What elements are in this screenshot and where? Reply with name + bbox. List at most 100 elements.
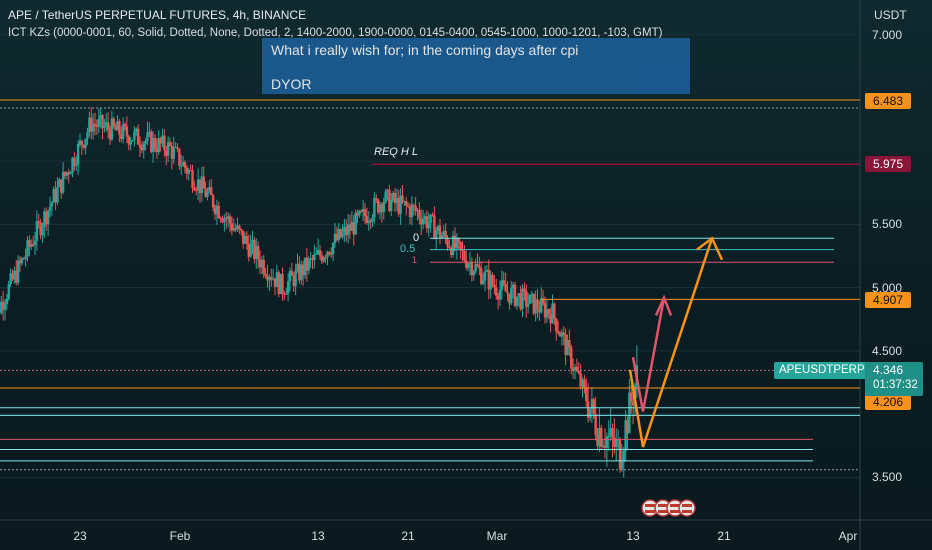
fib-05-label: 0.5 bbox=[400, 243, 416, 255]
candle-body bbox=[538, 309, 541, 313]
candle-body bbox=[288, 270, 292, 282]
candle-body bbox=[294, 270, 297, 287]
text-note-box[interactable]: What i really wish for; in the coming da… bbox=[262, 38, 690, 94]
candle-body bbox=[63, 171, 67, 176]
us-event-flag-stripe bbox=[682, 504, 692, 507]
candle-body bbox=[80, 140, 84, 146]
candle-body bbox=[339, 229, 342, 238]
candle-body bbox=[369, 220, 372, 222]
candle-body bbox=[536, 299, 539, 310]
candle-body bbox=[609, 428, 612, 436]
candle-body bbox=[328, 251, 331, 254]
candle-body bbox=[427, 223, 430, 229]
candle-body bbox=[170, 145, 174, 159]
candle-body bbox=[281, 273, 284, 294]
candle-body bbox=[433, 215, 436, 240]
candle-body bbox=[436, 225, 440, 231]
candle-body bbox=[56, 186, 59, 203]
axis-unit: USDT bbox=[874, 8, 907, 22]
candle-body bbox=[241, 230, 245, 244]
candle-body bbox=[455, 238, 459, 249]
projection-orange-path bbox=[628, 237, 714, 448]
candle-body bbox=[367, 220, 370, 224]
candle-body bbox=[459, 241, 462, 250]
candle-body bbox=[125, 126, 129, 137]
candle-body bbox=[290, 270, 294, 276]
candle-body bbox=[238, 225, 241, 230]
candle-body bbox=[489, 274, 492, 290]
candle-body bbox=[180, 165, 183, 167]
candle-body bbox=[255, 245, 258, 259]
candle-body bbox=[375, 198, 378, 200]
candle-body bbox=[380, 204, 384, 212]
candle-body bbox=[215, 205, 219, 215]
candle-body bbox=[112, 118, 115, 127]
candle-body bbox=[84, 138, 87, 148]
candle-body bbox=[191, 170, 194, 188]
candle-body bbox=[562, 332, 565, 335]
candle-body bbox=[491, 274, 494, 285]
candle-body bbox=[103, 126, 106, 129]
candle-body bbox=[463, 250, 466, 261]
candle-body bbox=[628, 392, 631, 434]
candle-body bbox=[446, 237, 449, 247]
candle-body bbox=[476, 264, 479, 267]
candle-body bbox=[335, 233, 339, 241]
candle-body bbox=[28, 240, 31, 247]
candle-body bbox=[46, 210, 50, 225]
candle-body bbox=[5, 298, 9, 305]
candle-body bbox=[303, 257, 307, 276]
candle-body bbox=[586, 401, 590, 418]
candle-body bbox=[472, 271, 475, 276]
candle-body bbox=[498, 289, 502, 300]
candle-body bbox=[346, 224, 350, 236]
candle-body bbox=[11, 273, 14, 280]
candle-body bbox=[138, 144, 142, 148]
candle-body bbox=[511, 284, 515, 289]
candle-body bbox=[136, 128, 140, 145]
candle-body bbox=[508, 293, 511, 304]
x-tick: Mar bbox=[486, 529, 508, 543]
candle-body bbox=[142, 143, 145, 151]
candle-body bbox=[195, 189, 198, 191]
candle-body bbox=[556, 331, 560, 333]
candle-body bbox=[234, 228, 237, 230]
candle-body bbox=[140, 147, 144, 151]
candle-body bbox=[219, 218, 222, 220]
candle-body bbox=[300, 264, 303, 281]
candle-body bbox=[618, 439, 622, 470]
candle-body bbox=[596, 434, 599, 447]
candle-body bbox=[307, 258, 310, 271]
candle-body bbox=[526, 303, 530, 307]
candle-body bbox=[376, 199, 380, 213]
candle-body bbox=[35, 221, 39, 241]
candle-body bbox=[58, 179, 61, 187]
candle-body bbox=[279, 273, 282, 294]
candle-body bbox=[523, 288, 526, 291]
candle-body bbox=[483, 271, 487, 281]
candle-body bbox=[513, 284, 517, 306]
candle-body bbox=[521, 288, 524, 309]
candle-body bbox=[3, 304, 7, 310]
candle-body bbox=[245, 236, 249, 244]
candle-body bbox=[200, 176, 204, 194]
candle-body bbox=[208, 186, 211, 192]
fib-0-label: 0 bbox=[413, 232, 420, 244]
candle-body bbox=[73, 157, 76, 166]
candle-body bbox=[262, 260, 265, 274]
y-tick: 4.500 bbox=[872, 344, 903, 358]
candle-body bbox=[570, 347, 573, 369]
candle-body bbox=[495, 287, 498, 296]
candle-body bbox=[510, 288, 513, 304]
candle-body bbox=[313, 254, 316, 260]
price-tag-6483: 6.483 bbox=[865, 93, 911, 109]
us-event-flag-stripe bbox=[670, 510, 680, 513]
candle-body bbox=[193, 187, 196, 190]
candle-body bbox=[547, 309, 550, 315]
candle-body bbox=[311, 258, 314, 260]
candle-body bbox=[517, 293, 520, 297]
candle-body bbox=[225, 217, 228, 219]
candle-body bbox=[615, 439, 618, 448]
candle-body bbox=[440, 235, 444, 239]
